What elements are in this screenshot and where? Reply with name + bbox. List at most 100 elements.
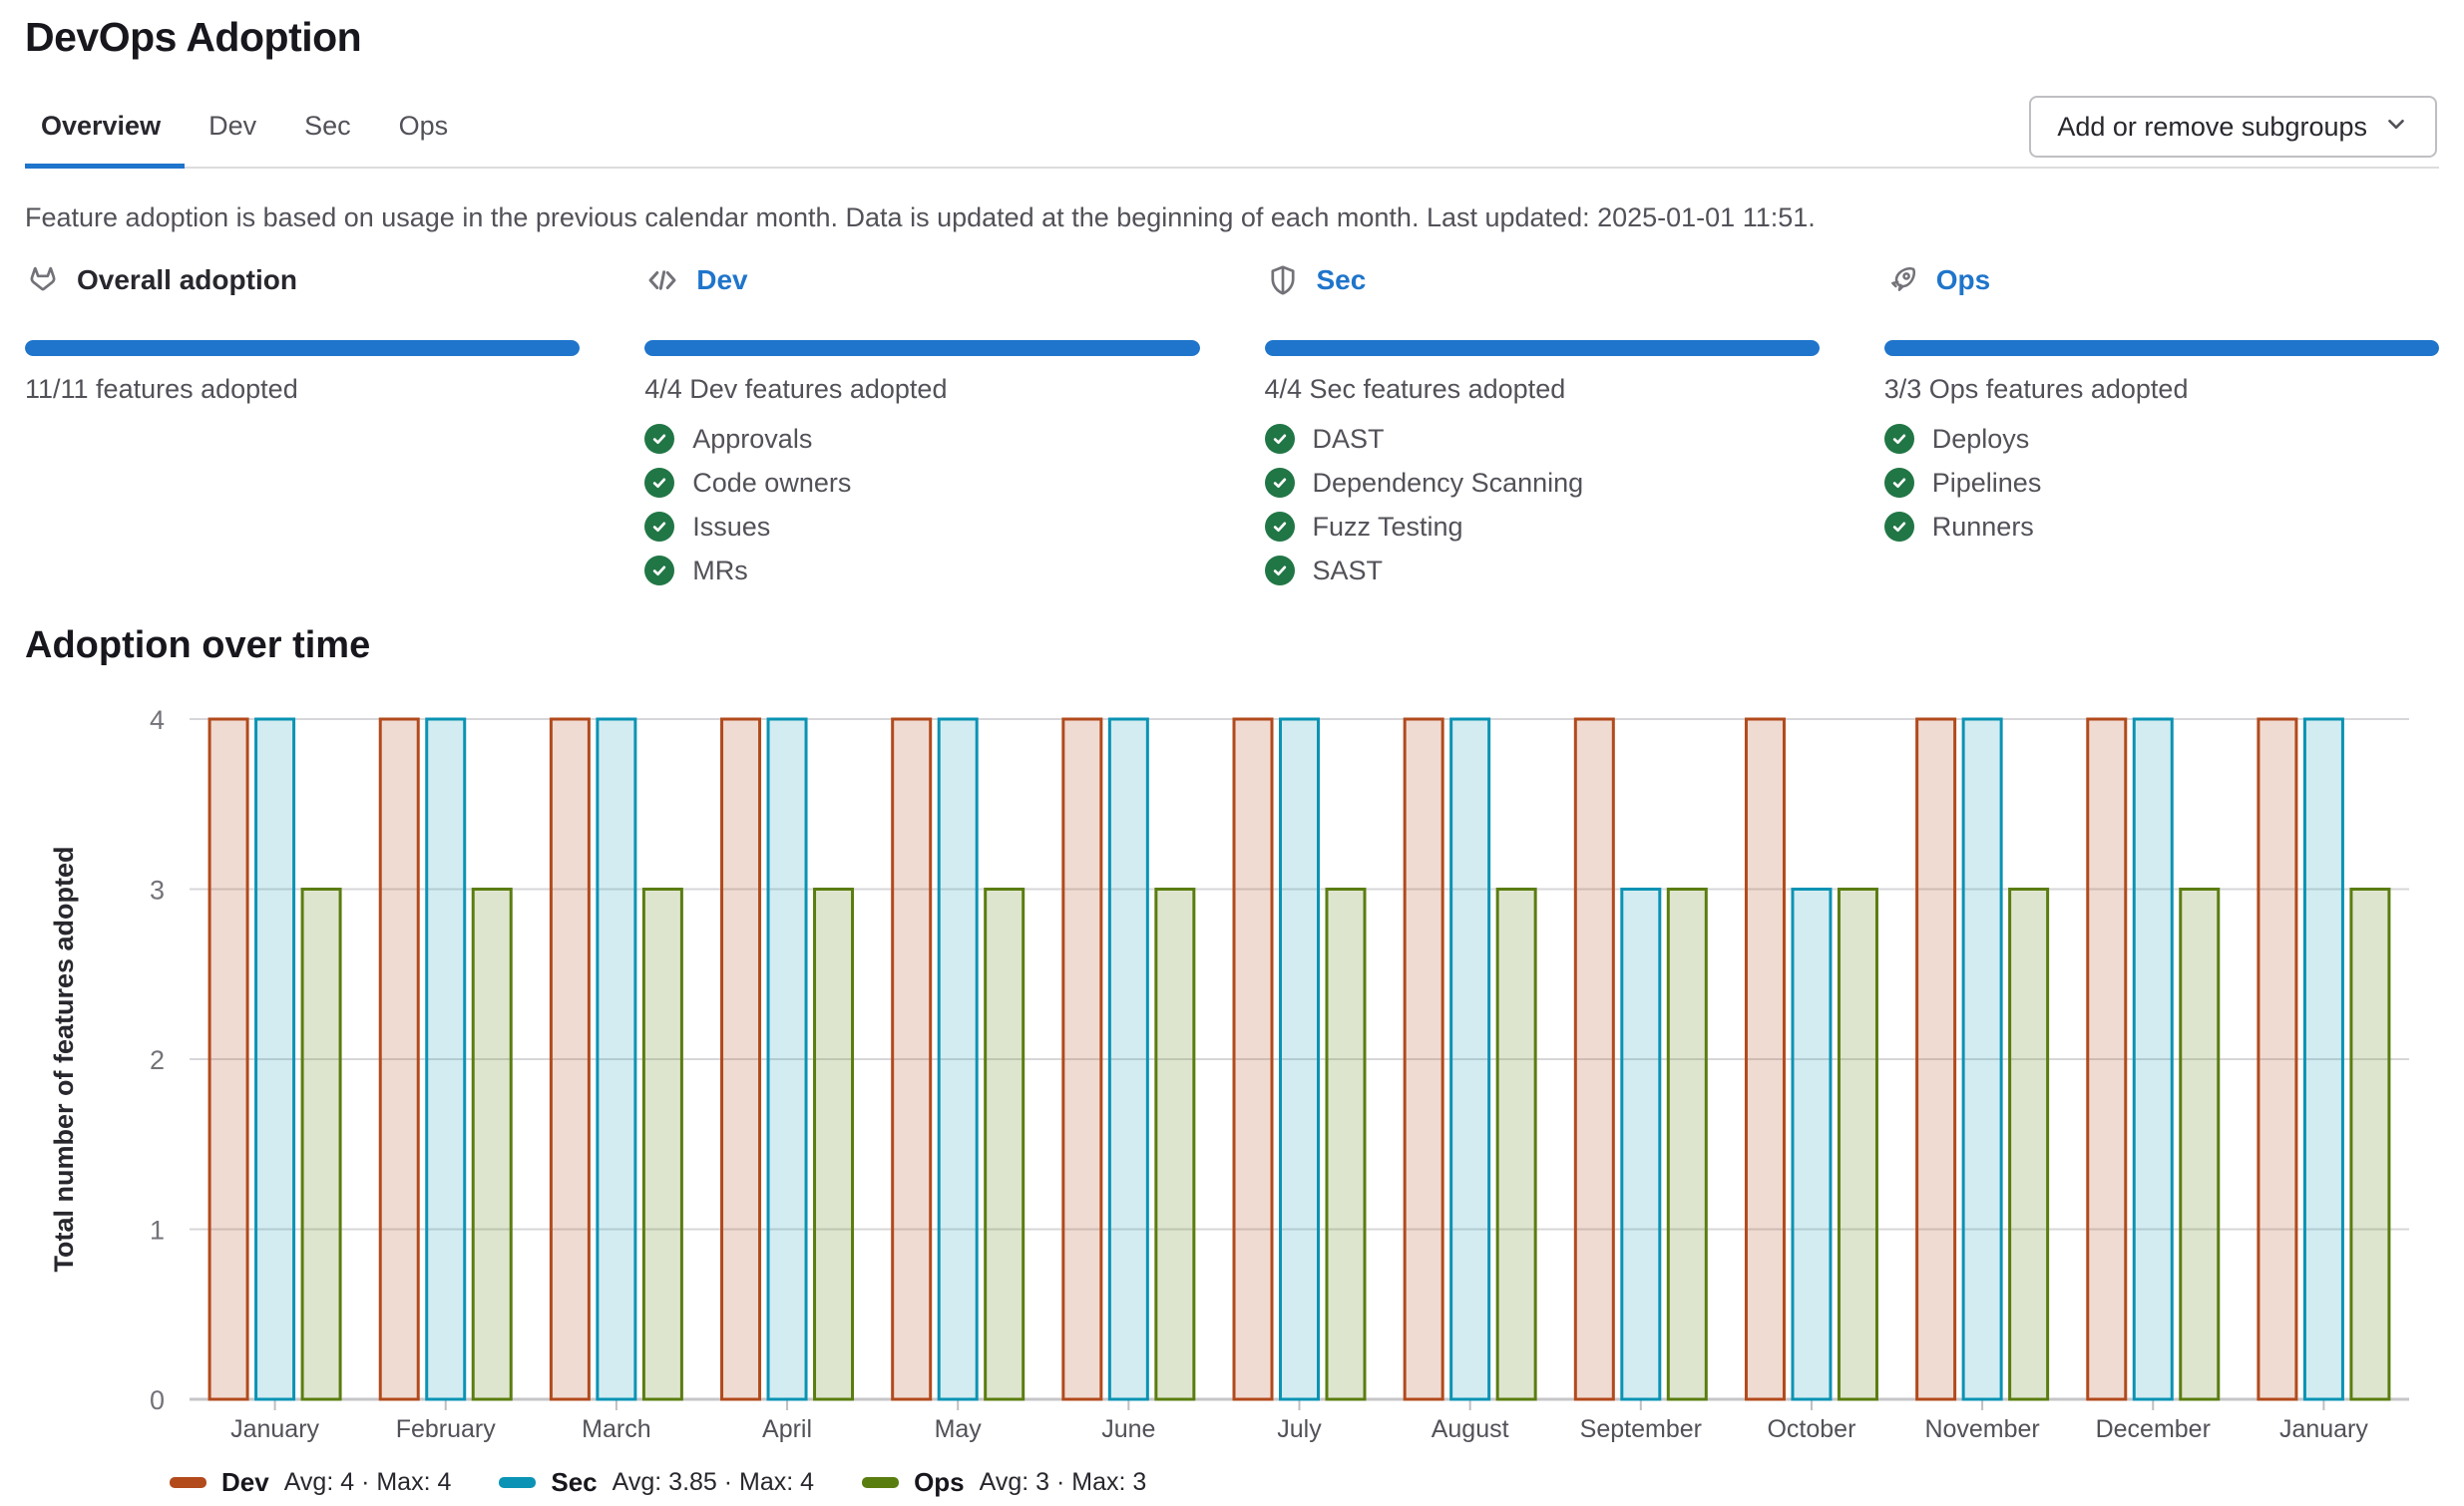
bar-ops-6-july[interactable] <box>1325 888 1367 1401</box>
bar-sec-12-january[interactable] <box>2302 717 2344 1401</box>
bar-dev-5-june[interactable] <box>1061 717 1103 1401</box>
add-or-remove-subgroups-button[interactable]: Add or remove subgroups <box>2029 96 2437 158</box>
feature-item: Pipelines <box>1883 465 2439 501</box>
x-label-december-11: December <box>2096 1415 2211 1443</box>
legend-swatch-ops <box>862 1477 900 1488</box>
bar-dev-1-february[interactable] <box>378 717 420 1401</box>
bar-sec-2-march[interactable] <box>596 717 637 1401</box>
bar-dev-3-april[interactable] <box>720 717 762 1401</box>
bar-ops-4-may[interactable] <box>984 888 1026 1401</box>
bar-dev-6-july[interactable] <box>1232 717 1274 1401</box>
x-label-november-10: November <box>1924 1415 2039 1443</box>
legend-swatch-dev <box>170 1477 206 1488</box>
bar-sec-10-november[interactable] <box>1961 717 2003 1401</box>
progress-fill-sec <box>1264 340 1820 356</box>
add-or-remove-subgroups-label: Add or remove subgroups <box>2057 111 2367 142</box>
bar-sec-4-may[interactable] <box>937 717 979 1401</box>
legend-series-stats: Avg: 4 · Max: 4 <box>283 1468 452 1496</box>
tab-overview[interactable]: Overview <box>25 101 186 169</box>
progress-fill-ops <box>1883 340 2439 356</box>
bar-sec-11-december[interactable] <box>2132 717 2174 1401</box>
bar-dev-9-october[interactable] <box>1744 717 1786 1401</box>
bar-sec-3-april[interactable] <box>766 717 808 1401</box>
check-circle-icon <box>644 512 675 542</box>
legend-series-name: Ops <box>914 1467 965 1497</box>
feature-label: Issues <box>692 511 771 542</box>
bar-sec-7-august[interactable] <box>1449 717 1491 1401</box>
check-circle-icon <box>1883 512 1914 542</box>
feature-label: MRs <box>692 555 748 585</box>
bar-sec-0-january[interactable] <box>254 717 296 1401</box>
card-header-ops: Ops <box>1884 260 2439 300</box>
bar-dev-12-january[interactable] <box>2257 717 2298 1401</box>
tab-sec[interactable]: Sec <box>304 111 351 141</box>
bar-dev-2-march[interactable] <box>549 717 591 1401</box>
bar-ops-11-december[interactable] <box>2179 888 2221 1401</box>
bar-ops-1-february[interactable] <box>471 888 513 1401</box>
feature-label: Code owners <box>692 467 852 498</box>
feature-label: Pipelines <box>1931 467 2042 498</box>
bar-dev-0-january[interactable] <box>207 717 249 1401</box>
adoption-over-time-chart[interactable]: 0 1 2 3 4 Total number of features adopted Jan… <box>25 679 2464 1465</box>
bar-ops-0-january[interactable] <box>300 888 342 1401</box>
legend-item-sec[interactable]: Sec Avg: 3.85 · Max: 4 <box>499 1467 814 1498</box>
bar-ops-7-august[interactable] <box>1495 888 1537 1401</box>
bar-dev-11-december[interactable] <box>2086 717 2128 1401</box>
tab-ops[interactable]: Ops <box>398 111 449 141</box>
legend-series-stats: Avg: 3 · Max: 3 <box>979 1468 1147 1496</box>
bar-dev-4-may[interactable] <box>891 717 933 1401</box>
summary-card-overall: Overall adoption 11/11 features adopted <box>25 260 581 588</box>
card-title-dev[interactable]: Dev <box>696 264 748 295</box>
bar-sec-1-february[interactable] <box>425 717 467 1401</box>
feature-item: Approvals <box>644 421 1199 457</box>
feature-item: Issues <box>644 509 1199 545</box>
chevron-down-icon <box>2383 111 2409 144</box>
y-tick-label-1: 1 <box>150 1216 165 1246</box>
bar-sec-6-july[interactable] <box>1279 717 1320 1401</box>
feature-item: MRs <box>644 553 1199 588</box>
y-tick-label-0: 0 <box>150 1385 165 1415</box>
feature-list-dev: Approvals Code owners Issues MRs <box>644 421 1199 588</box>
x-label-june-5: June <box>1101 1415 1155 1443</box>
progress-fill-overall <box>25 340 581 356</box>
bar-ops-8-september[interactable] <box>1666 888 1708 1401</box>
feature-item: DAST <box>1264 421 1820 457</box>
bar-ops-12-january[interactable] <box>2349 888 2391 1401</box>
bar-ops-10-november[interactable] <box>2008 888 2050 1401</box>
card-status-overall: 11/11 features adopted <box>25 374 298 404</box>
bar-sec-8-september[interactable] <box>1620 888 1662 1401</box>
legend-item-ops[interactable]: Ops Avg: 3 · Max: 3 <box>862 1467 1146 1498</box>
chart-section-title: Adoption over time <box>25 624 371 666</box>
bar-sec-5-june[interactable] <box>1107 717 1149 1401</box>
bar-dev-7-august[interactable] <box>1403 717 1444 1401</box>
check-circle-icon <box>644 424 675 454</box>
legend-series-name: Dev <box>221 1467 269 1497</box>
bar-ops-2-march[interactable] <box>641 888 683 1401</box>
tab-bar: Overview Dev Sec Ops <box>25 101 2439 169</box>
y-axis-title: Total number of features adopted <box>49 846 79 1272</box>
rocket-icon <box>1884 262 1920 298</box>
feature-list-ops: Deploys Pipelines Runners <box>1883 421 2439 545</box>
adoption-summary-cards: Overall adoption 11/11 features adopted De… <box>25 260 2439 588</box>
bar-ops-9-october[interactable] <box>1837 888 1878 1401</box>
card-title-overall: Overall adoption <box>77 264 297 295</box>
feature-label: Fuzz Testing <box>1312 511 1463 542</box>
card-title-sec[interactable]: Sec <box>1316 264 1367 295</box>
check-circle-icon <box>1264 468 1295 498</box>
y-tick-label-3: 3 <box>150 876 165 906</box>
bar-ops-3-april[interactable] <box>813 888 855 1401</box>
x-label-may-4: May <box>935 1415 983 1443</box>
tab-dev[interactable]: Dev <box>208 111 257 141</box>
legend-item-dev[interactable]: Dev Avg: 4 · Max: 4 <box>170 1467 451 1498</box>
bar-dev-10-november[interactable] <box>1915 717 1957 1401</box>
card-title-ops[interactable]: Ops <box>1935 264 1991 295</box>
x-label-january-0: January <box>230 1415 319 1443</box>
last-updated-description: Feature adoption is based on usage in th… <box>25 202 1816 232</box>
feature-label: DAST <box>1312 423 1385 454</box>
y-tick-label-2: 2 <box>150 1045 165 1075</box>
progress-bar-ops <box>1883 340 2439 356</box>
bar-dev-8-september[interactable] <box>1573 717 1615 1401</box>
bar-sec-9-october[interactable] <box>1791 888 1833 1401</box>
bar-ops-5-june[interactable] <box>1154 888 1196 1401</box>
